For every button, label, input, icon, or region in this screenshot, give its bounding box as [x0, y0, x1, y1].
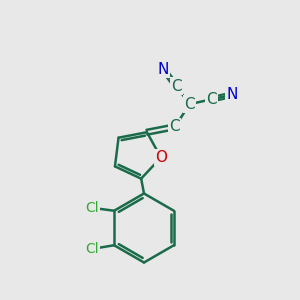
Text: O: O	[155, 150, 167, 165]
Text: Cl: Cl	[85, 201, 98, 215]
Text: C: C	[169, 119, 180, 134]
Text: Cl: Cl	[86, 242, 99, 256]
Text: N: N	[158, 62, 169, 77]
Text: C: C	[206, 92, 217, 107]
Text: C: C	[171, 79, 182, 94]
Text: N: N	[226, 87, 238, 102]
Text: C: C	[184, 97, 195, 112]
